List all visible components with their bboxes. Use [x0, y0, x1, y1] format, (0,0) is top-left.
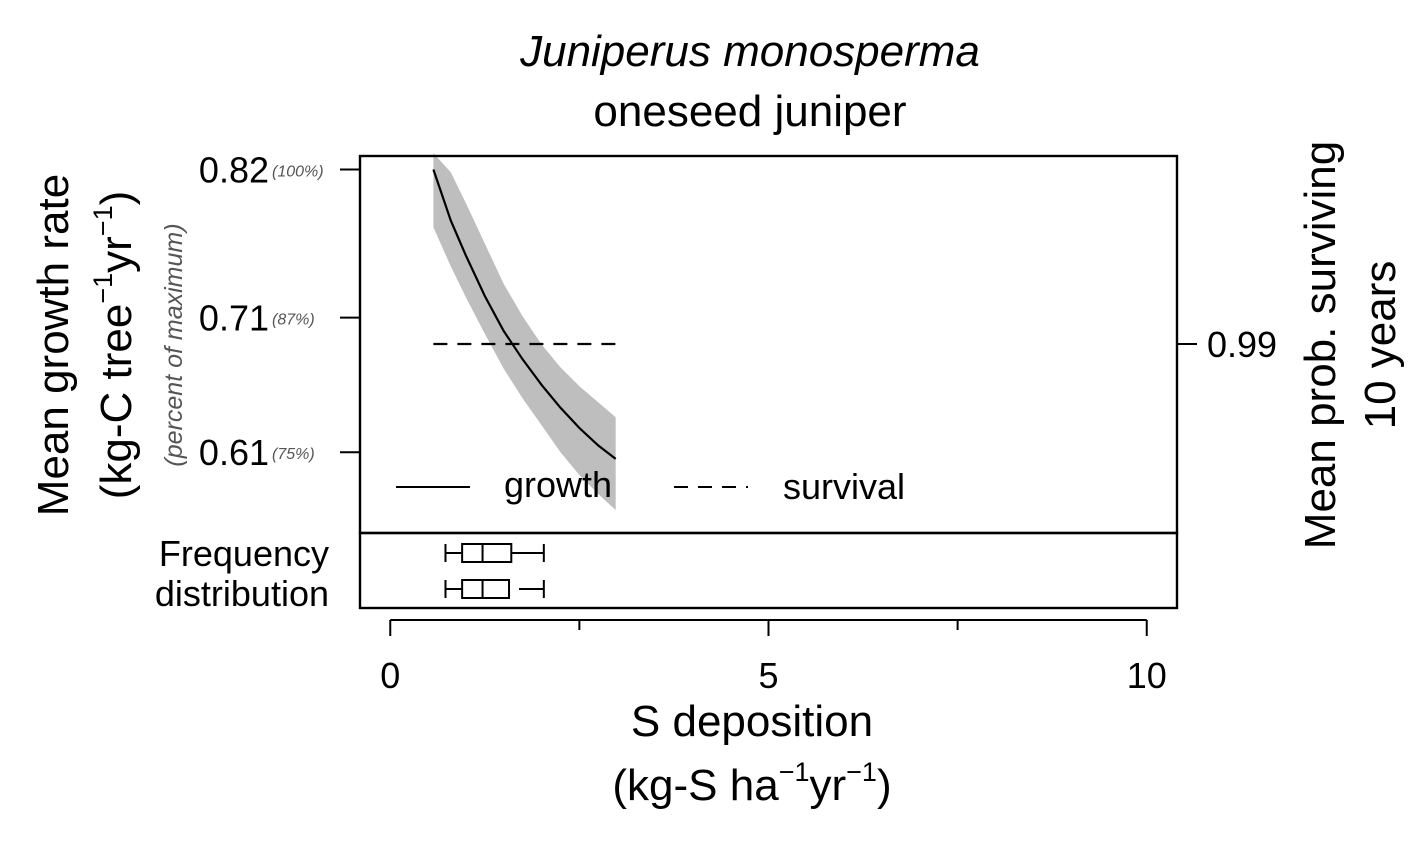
y-tick-label: 0.82: [199, 149, 269, 190]
growth-line: [432, 169, 617, 460]
line-layer: [432, 169, 618, 460]
y-tick-percent-label: (75%): [272, 446, 315, 463]
y2-axis: 0.99: [1177, 324, 1277, 365]
boxplot-survival: [444, 579, 545, 599]
y-axis: 0.82 (100%) 0.71 (87%) 0.61 (75%): [199, 149, 360, 473]
frequency-label-line2: distribution: [155, 573, 329, 614]
growth-confidence-band: [433, 153, 616, 511]
legend: growth survival: [396, 464, 905, 507]
y-axis-label: Mean growth rate: [29, 174, 78, 516]
x-tick-label: 0: [380, 655, 400, 696]
x-axis-units: (kg-S ha−1yr−1): [612, 757, 891, 810]
chart-subtitle: oneseed juniper: [593, 87, 906, 136]
y2-axis-label-line2: 10 years: [1356, 261, 1405, 430]
y-tick-percent-label: (100%): [272, 163, 324, 180]
y2-tick-label: 0.99: [1207, 324, 1277, 365]
frequency-label-line1: Frequency: [159, 533, 329, 574]
y-tick-percent-label: (87%): [272, 312, 315, 329]
box: [461, 579, 511, 599]
boxplot-layer: [444, 543, 545, 599]
x-axis-label: S deposition: [631, 697, 873, 746]
x-tick-label: 5: [758, 655, 778, 696]
box: [461, 543, 513, 563]
confidence-band-layer: [433, 153, 616, 511]
growth-panel: [358, 153, 1179, 535]
y-tick-label: 0.61: [199, 432, 269, 473]
x-axis: 0 5 10: [380, 619, 1167, 696]
boxplot-growth: [444, 543, 545, 563]
y2-axis-label-line1: Mean prob. surviving: [1296, 141, 1345, 549]
y-tick-label: 0.71: [199, 298, 269, 339]
frequency-panel: [358, 531, 1179, 610]
y-axis-units: (kg-C tree−1yr−1): [88, 191, 141, 500]
x-tick-label: 10: [1127, 655, 1167, 696]
frequency-plot-frame: [358, 531, 1179, 610]
y-axis-note: (percent of maximum): [160, 223, 188, 466]
legend-growth-label: growth: [504, 464, 612, 505]
legend-survival-label: survival: [783, 466, 905, 507]
chart-title: Juniperus monosperma: [519, 27, 980, 76]
